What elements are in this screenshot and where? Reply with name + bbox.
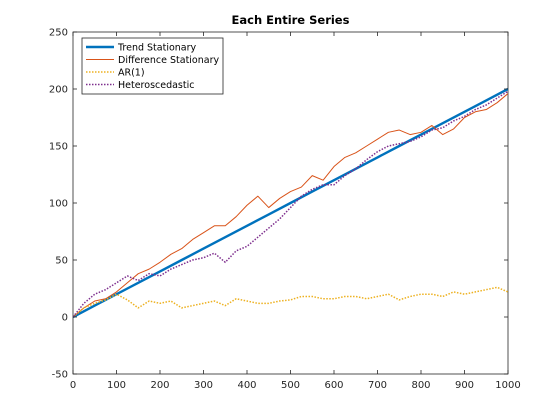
y-tick-label: -50 <box>52 370 68 381</box>
y-tick-label: 100 <box>49 199 68 210</box>
legend-label: Trend Stationary <box>117 43 197 54</box>
legend-label: Heteroscedastic <box>118 80 194 91</box>
series-line-trend-stationary <box>73 87 508 319</box>
legend-label: Difference Stationary <box>118 55 219 66</box>
legend-label: AR(1) <box>118 68 145 79</box>
chart-title: Each Entire Series <box>232 13 350 27</box>
x-tick-label: 700 <box>368 380 387 391</box>
x-axis-ticks: 0 100 200 300 400 500 600 700 800 900 1000 <box>70 32 521 391</box>
series-line-ar-1 <box>73 286 508 318</box>
y-axis-ticks: -50 0 50 100 150 200 250 <box>49 28 508 381</box>
x-tick-label: 0 <box>70 380 76 391</box>
y-tick-label: 150 <box>49 142 68 153</box>
y-tick-label: 50 <box>55 256 68 267</box>
x-tick-label: 100 <box>107 380 126 391</box>
x-tick-label: 800 <box>411 380 430 391</box>
y-tick-label: 200 <box>49 85 68 96</box>
x-tick-label: 300 <box>194 380 213 391</box>
series-layer <box>73 87 508 319</box>
series-line-heteroscedastic <box>73 90 508 318</box>
x-tick-label: 500 <box>281 380 300 391</box>
x-tick-label: 200 <box>150 380 169 391</box>
x-tick-label: 900 <box>455 380 474 391</box>
y-tick-label: 250 <box>49 28 68 39</box>
x-tick-label: 600 <box>324 380 343 391</box>
x-tick-label: 400 <box>237 380 256 391</box>
x-tick-label: 1000 <box>495 380 520 391</box>
y-tick-label: 0 <box>62 313 68 324</box>
